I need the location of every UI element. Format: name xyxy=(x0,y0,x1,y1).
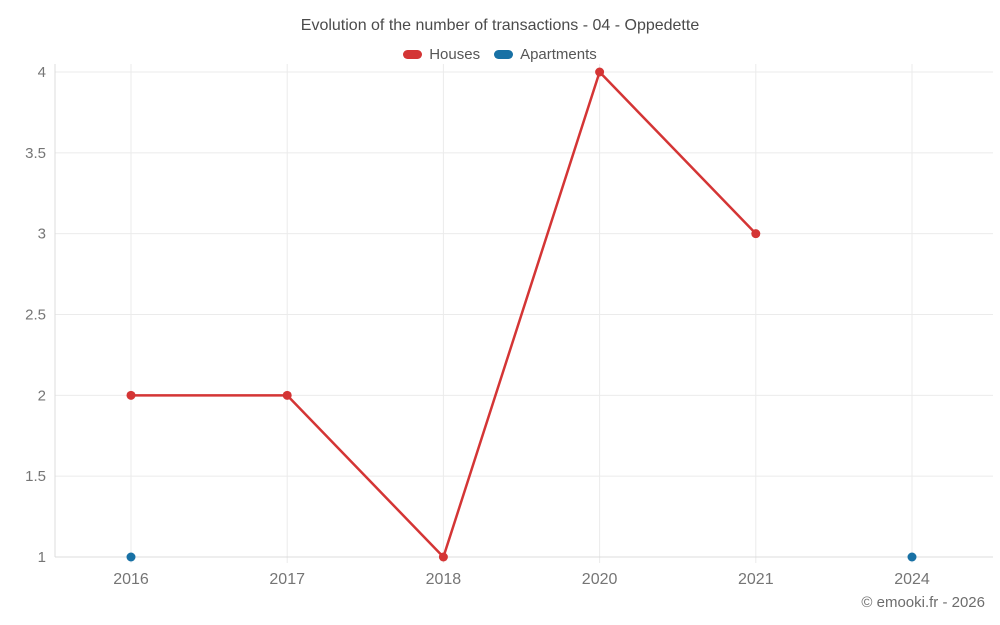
series-line-houses xyxy=(598,70,758,235)
y-axis-tick-label: 3.5 xyxy=(25,145,46,162)
y-axis-tick-label: 1 xyxy=(38,549,46,566)
chart-title: Evolution of the number of transactions … xyxy=(300,17,700,34)
series-line-houses xyxy=(442,70,601,559)
data-point-houses xyxy=(126,390,136,400)
data-point-houses xyxy=(438,552,448,562)
data-point-houses xyxy=(595,67,605,77)
data-point-houses xyxy=(282,390,292,400)
y-axis-tick-label: 2.5 xyxy=(25,307,46,324)
legend-item-apartments[interactable]: Apartments xyxy=(494,46,597,63)
copyright-text: © emooki.fr - 2026 xyxy=(861,594,985,611)
apartments-swatch-icon xyxy=(494,50,514,59)
x-axis-tick-label: 2016 xyxy=(113,571,149,588)
houses-swatch-icon xyxy=(403,50,423,59)
y-axis-tick-label: 2 xyxy=(38,387,46,404)
y-axis-tick-label: 1.5 xyxy=(25,468,46,485)
chart-legend: Houses Apartments xyxy=(0,46,1000,63)
y-axis-tick-label: 4 xyxy=(38,64,46,81)
x-axis-tick-label: 2021 xyxy=(738,571,774,588)
legend-label-apartments: Apartments xyxy=(520,46,597,63)
series-line-houses xyxy=(285,394,445,559)
x-axis-tick-label: 2020 xyxy=(582,571,618,588)
x-axis-tick-label: 2018 xyxy=(426,571,462,588)
legend-item-houses[interactable]: Houses xyxy=(403,46,480,63)
data-point-houses xyxy=(751,229,761,239)
data-point-apartments xyxy=(126,552,136,562)
y-axis-tick-label: 3 xyxy=(38,226,46,243)
x-axis-tick-label: 2024 xyxy=(894,571,930,588)
x-axis-tick-label: 2017 xyxy=(269,571,305,588)
legend-label-houses: Houses xyxy=(429,46,481,63)
data-point-apartments xyxy=(907,552,917,562)
